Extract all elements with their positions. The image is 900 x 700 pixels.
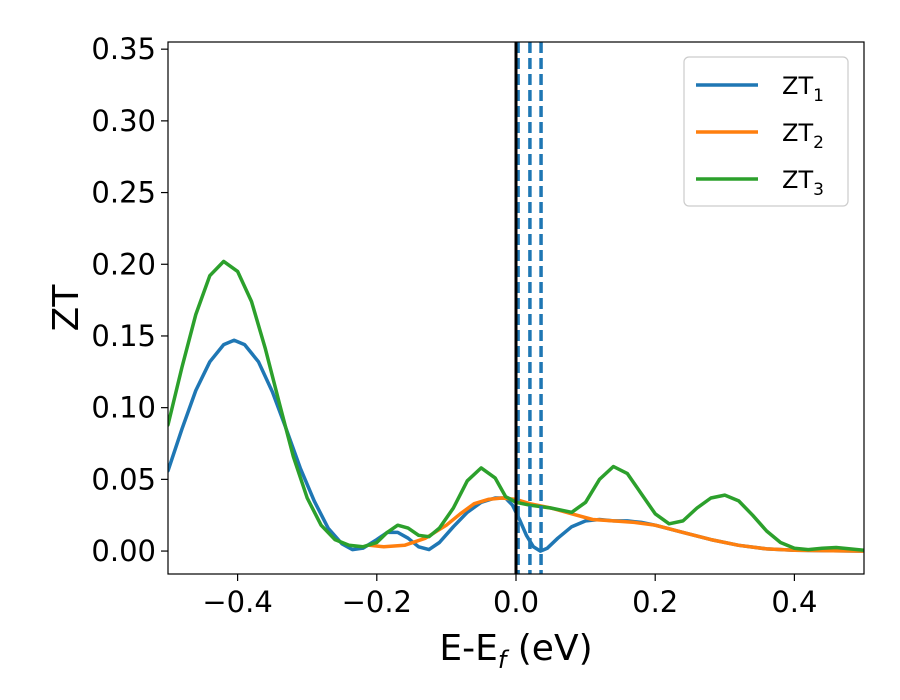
- x-axis-label-unit: (eV): [506, 628, 592, 669]
- y-tick-label: 0.10: [91, 391, 156, 425]
- y-tick-label: 0.30: [91, 104, 156, 138]
- y-tick-label: 0.25: [91, 176, 156, 210]
- x-axis-label-main: E-E: [439, 628, 497, 669]
- x-tick-label: 0.0: [493, 585, 539, 619]
- legend-label-zt2: ZT2: [782, 119, 824, 153]
- vertical-lines-layer: [514, 42, 543, 574]
- x-tick-label: −0.4: [202, 585, 272, 619]
- y-tick-label: 0.35: [91, 32, 156, 66]
- x-tick-label: −0.2: [342, 585, 412, 619]
- legend-label-zt1: ZT1: [782, 72, 824, 106]
- series-line-zt3: [168, 259, 864, 553]
- legend-box: [683, 56, 849, 207]
- y-axis-label: ZT: [46, 284, 87, 332]
- x-axis-ticks: −0.4 −0.2 0.0 0.2 0.4: [202, 574, 817, 619]
- x-axis-label: E-Ef (eV): [439, 628, 592, 674]
- y-tick-label: 0.20: [91, 247, 156, 281]
- series-layer: [168, 259, 864, 553]
- y-tick-label: 0.15: [91, 319, 156, 353]
- y-tick-label: 0.00: [91, 534, 156, 568]
- legend-label-zt3: ZT3: [782, 166, 824, 200]
- x-tick-label: 0.2: [632, 585, 678, 619]
- y-tick-label: 0.05: [91, 462, 156, 496]
- legend: ZT1 ZT2 ZT3: [683, 56, 849, 207]
- y-axis-ticks: 0.00 0.05 0.10 0.15 0.20 0.25 0.30 0.35: [91, 32, 168, 568]
- x-tick-label: 0.4: [771, 585, 817, 619]
